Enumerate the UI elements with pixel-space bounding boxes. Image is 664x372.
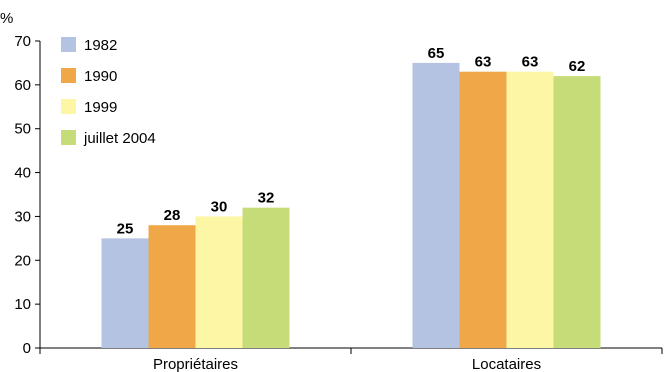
legend: 1982 1990 1999 juillet 2004 <box>61 37 156 147</box>
bar-value-label: 30 <box>211 198 228 215</box>
y-unit-label: % <box>0 10 13 27</box>
bar <box>148 225 196 348</box>
legend-label: 1982 <box>84 37 117 54</box>
legend-label: 1999 <box>84 99 117 116</box>
bar-value-label: 28 <box>164 207 181 224</box>
bar <box>242 207 290 348</box>
bar <box>506 71 554 348</box>
y-tick-label: 20 <box>14 252 31 269</box>
legend-swatch <box>61 68 76 83</box>
bar-value-label: 63 <box>522 54 539 71</box>
y-tick-label: 60 <box>14 77 31 94</box>
bar <box>553 76 601 348</box>
bar-value-label: 65 <box>428 45 445 62</box>
y-tick-label: 50 <box>14 121 31 138</box>
category-label: Propriétaires <box>153 356 238 372</box>
bars: 25 28 30 32 65 63 63 62 <box>101 45 601 349</box>
bar-value-label: 62 <box>569 58 586 75</box>
legend-swatch <box>61 130 76 145</box>
legend-label: 1990 <box>84 68 117 85</box>
y-tick-label: 0 <box>23 340 31 357</box>
legend-swatch <box>61 99 76 114</box>
y-tick-label: 30 <box>14 208 31 225</box>
y-tick-label: 40 <box>14 165 31 182</box>
y-tick-label: 70 <box>14 33 31 50</box>
x-axis: Propriétaires Locataires <box>39 347 663 372</box>
bar-value-label: 25 <box>117 220 134 237</box>
bar <box>195 216 243 348</box>
legend-label: juillet 2004 <box>83 130 156 147</box>
bar-value-label: 63 <box>475 54 492 71</box>
y-tick-label: 10 <box>14 296 31 313</box>
bar <box>459 71 507 348</box>
bar <box>412 62 460 349</box>
bar <box>101 238 149 348</box>
bar-value-label: 32 <box>258 190 275 207</box>
y-axis: 0 10 20 30 40 50 60 70 <box>14 33 41 357</box>
legend-swatch <box>61 37 76 52</box>
category-label: Locataires <box>472 356 541 372</box>
